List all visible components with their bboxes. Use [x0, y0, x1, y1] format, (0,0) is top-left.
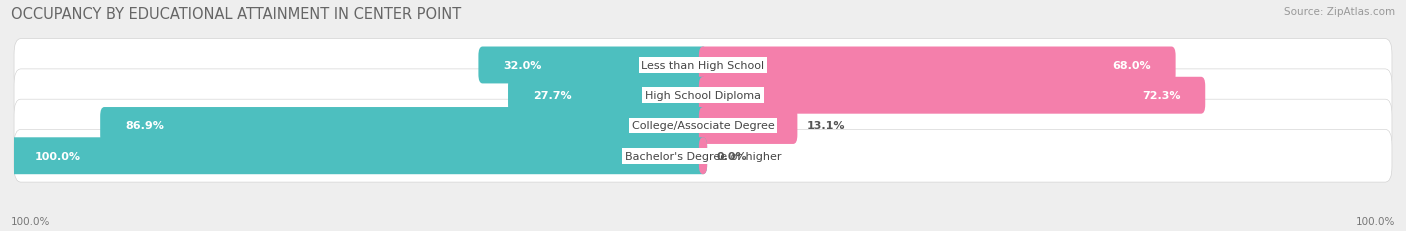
Text: College/Associate Degree: College/Associate Degree [631, 121, 775, 131]
Text: Less than High School: Less than High School [641, 61, 765, 71]
Text: Bachelor's Degree or higher: Bachelor's Degree or higher [624, 151, 782, 161]
Text: 100.0%: 100.0% [11, 216, 51, 226]
Text: High School Diploma: High School Diploma [645, 91, 761, 101]
Text: 27.7%: 27.7% [533, 91, 571, 101]
FancyBboxPatch shape [100, 108, 707, 144]
FancyBboxPatch shape [14, 70, 1392, 122]
FancyBboxPatch shape [478, 47, 707, 84]
FancyBboxPatch shape [699, 47, 1175, 84]
Text: 100.0%: 100.0% [1355, 216, 1395, 226]
FancyBboxPatch shape [699, 108, 797, 144]
Text: 100.0%: 100.0% [35, 151, 80, 161]
Text: 68.0%: 68.0% [1112, 61, 1152, 71]
Text: 72.3%: 72.3% [1142, 91, 1181, 101]
FancyBboxPatch shape [14, 40, 1392, 92]
FancyBboxPatch shape [508, 77, 707, 114]
Legend: Owner-occupied, Renter-occupied: Owner-occupied, Renter-occupied [582, 228, 824, 231]
FancyBboxPatch shape [699, 77, 1205, 114]
Text: 32.0%: 32.0% [503, 61, 541, 71]
Text: Source: ZipAtlas.com: Source: ZipAtlas.com [1284, 7, 1395, 17]
FancyBboxPatch shape [699, 138, 707, 174]
Text: 13.1%: 13.1% [807, 121, 845, 131]
Text: OCCUPANCY BY EDUCATIONAL ATTAINMENT IN CENTER POINT: OCCUPANCY BY EDUCATIONAL ATTAINMENT IN C… [11, 7, 461, 22]
Text: 0.0%: 0.0% [717, 151, 748, 161]
FancyBboxPatch shape [14, 100, 1392, 152]
Text: 86.9%: 86.9% [125, 121, 165, 131]
FancyBboxPatch shape [14, 130, 1392, 182]
FancyBboxPatch shape [10, 138, 707, 174]
